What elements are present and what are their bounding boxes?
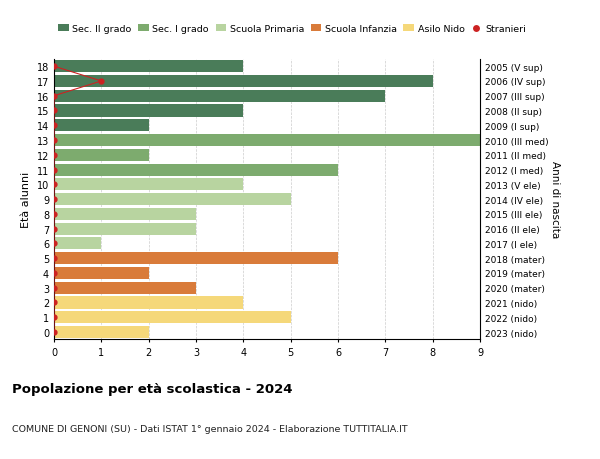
Bar — [54, 208, 196, 220]
Y-axis label: Età alunni: Età alunni — [21, 172, 31, 228]
Bar — [54, 179, 244, 191]
Bar — [54, 105, 244, 118]
Text: Popolazione per età scolastica - 2024: Popolazione per età scolastica - 2024 — [12, 382, 293, 396]
Bar — [54, 326, 149, 338]
Bar — [54, 282, 196, 294]
Bar — [54, 90, 385, 102]
Bar — [54, 134, 480, 147]
Bar — [54, 120, 149, 132]
Bar — [54, 297, 244, 309]
Legend: Sec. II grado, Sec. I grado, Scuola Primaria, Scuola Infanzia, Asilo Nido, Stran: Sec. II grado, Sec. I grado, Scuola Prim… — [55, 21, 530, 38]
Bar — [54, 164, 338, 176]
Text: COMUNE DI GENONI (SU) - Dati ISTAT 1° gennaio 2024 - Elaborazione TUTTITALIA.IT: COMUNE DI GENONI (SU) - Dati ISTAT 1° ge… — [12, 425, 407, 433]
Bar — [54, 267, 149, 280]
Bar — [54, 312, 290, 324]
Bar — [54, 252, 338, 265]
Bar — [54, 61, 244, 73]
Y-axis label: Anni di nascita: Anni di nascita — [550, 161, 560, 238]
Bar — [54, 76, 433, 88]
Bar — [54, 238, 101, 250]
Bar — [54, 150, 149, 162]
Bar — [54, 223, 196, 235]
Bar — [54, 194, 290, 206]
